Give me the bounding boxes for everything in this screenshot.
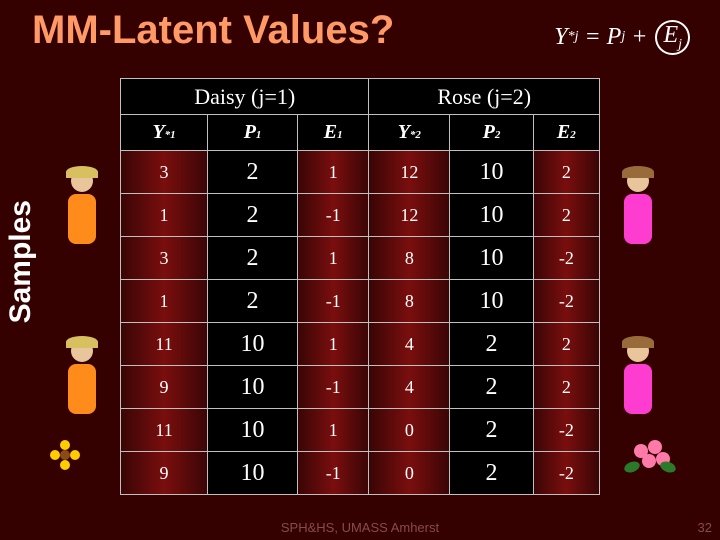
table-cell: 10 (450, 280, 533, 323)
table-row: 12-112102 (121, 194, 600, 237)
table-cell: 1 (298, 323, 369, 366)
table-cell: 1 (121, 194, 208, 237)
table-cell: 3 (121, 151, 208, 194)
daisy-flower-icon (50, 440, 80, 470)
var-header-3: Y*2 (369, 115, 450, 151)
footer-text: SPH&HS, UMASS Amherst (0, 520, 720, 535)
table-cell: -1 (298, 280, 369, 323)
table-cell: 12 (369, 194, 450, 237)
table-cell: 8 (369, 237, 450, 280)
table-cell: 2 (450, 409, 533, 452)
table-cell: 2 (533, 323, 599, 366)
formula-Y-sup: * (568, 29, 575, 45)
table-cell: 1 (121, 280, 208, 323)
table-cell: 2 (208, 151, 298, 194)
formula-eq: = (584, 24, 600, 51)
table-cell: 4 (369, 366, 450, 409)
table-row: 12-1810-2 (121, 280, 600, 323)
data-table-container: Daisy (j=1) Rose (j=2) Y*1P1E1Y*2P2E2 32… (120, 78, 600, 495)
formula-Y: Y (554, 24, 567, 51)
table-cell: 2 (533, 366, 599, 409)
table-row: 11101422 (121, 323, 600, 366)
var-header-2: E1 (298, 115, 369, 151)
table-row: 321810-2 (121, 237, 600, 280)
table-cell: -2 (533, 280, 599, 323)
table-cell: 2 (450, 452, 533, 495)
table-cell: -1 (298, 194, 369, 237)
table-cell: 2 (533, 194, 599, 237)
table-cell: 1 (298, 151, 369, 194)
var-header-row: Y*1P1E1Y*2P2E2 (121, 115, 600, 151)
table-cell: 2 (450, 323, 533, 366)
formula-P-sub: j (621, 29, 625, 45)
table-cell: 10 (450, 151, 533, 194)
table-cell: 10 (208, 366, 298, 409)
table-cell: 2 (208, 280, 298, 323)
table-cell: 2 (450, 366, 533, 409)
formula-E-oval: Ej (655, 20, 690, 55)
table-cell: 10 (450, 237, 533, 280)
table-cell: 11 (121, 409, 208, 452)
table-cell: -2 (533, 237, 599, 280)
person-icon-rose-2 (616, 340, 660, 430)
table-row: 1110102-2 (121, 409, 600, 452)
table-cell: 10 (208, 323, 298, 366)
table-cell: 2 (533, 151, 599, 194)
table-cell: 2 (208, 237, 298, 280)
rose-flower-icon (630, 440, 672, 474)
table-cell: 1 (298, 409, 369, 452)
formula-plus: + (631, 24, 647, 51)
table-cell: 10 (450, 194, 533, 237)
table-row: 910-1422 (121, 366, 600, 409)
formula-Y-sub: j (575, 29, 579, 45)
table-cell: 11 (121, 323, 208, 366)
table-cell: 0 (369, 409, 450, 452)
table-cell: 9 (121, 452, 208, 495)
group-header-rose: Rose (j=2) (369, 79, 600, 115)
group-header-row: Daisy (j=1) Rose (j=2) (121, 79, 600, 115)
table-cell: 10 (208, 452, 298, 495)
table-cell: 2 (208, 194, 298, 237)
table-cell: -1 (298, 366, 369, 409)
person-icon-daisy-1 (60, 170, 104, 260)
table-cell: 1 (298, 237, 369, 280)
var-header-0: Y*1 (121, 115, 208, 151)
table-row: 32112102 (121, 151, 600, 194)
var-header-4: P2 (450, 115, 533, 151)
var-header-5: E2 (533, 115, 599, 151)
table-cell: 3 (121, 237, 208, 280)
table-cell: 8 (369, 280, 450, 323)
var-header-1: P1 (208, 115, 298, 151)
table-row: 910-102-2 (121, 452, 600, 495)
table-cell: 4 (369, 323, 450, 366)
group-header-daisy: Daisy (j=1) (121, 79, 369, 115)
person-icon-rose-1 (616, 170, 660, 260)
data-table: Daisy (j=1) Rose (j=2) Y*1P1E1Y*2P2E2 32… (120, 78, 600, 495)
table-cell: -1 (298, 452, 369, 495)
table-cell: 10 (208, 409, 298, 452)
table-cell: -2 (533, 409, 599, 452)
table-cell: 0 (369, 452, 450, 495)
formula: Y*j = Pj + Ej (554, 20, 690, 55)
person-icon-daisy-2 (60, 340, 104, 430)
formula-P: P (607, 24, 622, 51)
page-number: 32 (698, 520, 712, 535)
samples-axis-label: Samples (4, 200, 38, 323)
table-cell: 12 (369, 151, 450, 194)
table-cell: 9 (121, 366, 208, 409)
formula-E-sub: j (678, 37, 682, 52)
formula-E: E (663, 22, 678, 48)
table-cell: -2 (533, 452, 599, 495)
